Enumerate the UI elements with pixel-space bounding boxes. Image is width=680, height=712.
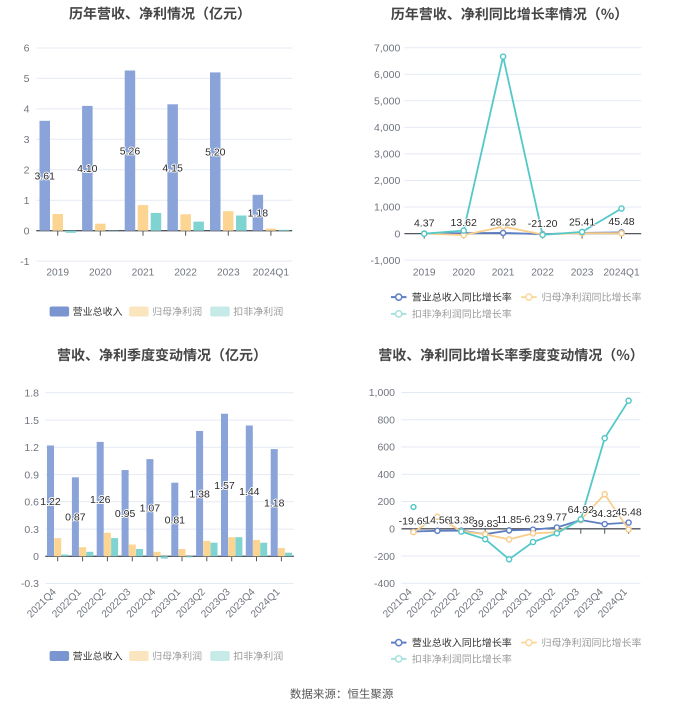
svg-text:4.15: 4.15 [162, 162, 183, 174]
svg-text:400: 400 [377, 469, 395, 481]
svg-text:14.56: 14.56 [424, 515, 450, 527]
svg-text:-6.23: -6.23 [521, 513, 545, 525]
svg-text:5.20: 5.20 [205, 146, 226, 158]
svg-text:2020: 2020 [89, 267, 112, 278]
svg-text:2020: 2020 [452, 267, 475, 278]
svg-text:2022: 2022 [531, 267, 554, 278]
svg-text:-200: -200 [374, 551, 395, 563]
svg-text:1.5: 1.5 [24, 415, 39, 427]
svg-text:600: 600 [377, 442, 395, 454]
svg-text:11.85: 11.85 [496, 514, 522, 526]
svg-text:4.10: 4.10 [77, 163, 98, 175]
svg-text:34.32: 34.32 [592, 508, 618, 520]
svg-text:39.83: 39.83 [472, 518, 498, 530]
svg-text:1.18: 1.18 [248, 208, 269, 220]
svg-text:9.77: 9.77 [547, 511, 568, 523]
svg-text:0.3: 0.3 [24, 524, 39, 536]
svg-text:0: 0 [33, 551, 39, 563]
svg-text:3.61: 3.61 [34, 171, 55, 183]
svg-text:3: 3 [24, 134, 30, 146]
svg-text:0.81: 0.81 [165, 514, 186, 526]
svg-text:-0.3: -0.3 [21, 578, 39, 590]
svg-text:28.23: 28.23 [490, 217, 516, 229]
svg-text:1.38: 1.38 [189, 489, 210, 501]
svg-text:5: 5 [24, 73, 30, 85]
svg-text:2019: 2019 [46, 267, 69, 278]
svg-text:4.37: 4.37 [414, 217, 435, 229]
svg-text:-1: -1 [20, 256, 29, 268]
svg-text:2,000: 2,000 [374, 175, 400, 187]
svg-text:-1,000: -1,000 [371, 255, 401, 267]
svg-text:5,000: 5,000 [374, 96, 400, 108]
svg-text:45.48: 45.48 [615, 506, 641, 518]
svg-text:2021: 2021 [132, 267, 155, 278]
svg-text:3,000: 3,000 [374, 149, 400, 161]
svg-text:64.92: 64.92 [568, 504, 594, 516]
svg-text:1.22: 1.22 [40, 496, 61, 508]
svg-text:1.57: 1.57 [214, 480, 235, 492]
svg-text:0.9: 0.9 [24, 469, 39, 481]
svg-text:2: 2 [24, 165, 30, 177]
svg-text:4,000: 4,000 [374, 122, 400, 134]
svg-text:0.95: 0.95 [115, 508, 136, 520]
svg-text:800: 800 [377, 415, 395, 427]
svg-text:1.26: 1.26 [90, 494, 111, 506]
svg-text:-400: -400 [374, 578, 395, 590]
svg-text:2023: 2023 [217, 267, 240, 278]
svg-text:1.44: 1.44 [239, 486, 260, 498]
svg-text:2019: 2019 [413, 267, 436, 278]
svg-text:0: 0 [394, 228, 400, 240]
svg-text:2024Q1: 2024Q1 [603, 267, 640, 278]
svg-text:4: 4 [24, 104, 30, 116]
svg-text:0: 0 [24, 225, 30, 237]
svg-text:2024Q1: 2024Q1 [253, 267, 290, 278]
svg-text:1.2: 1.2 [24, 442, 39, 454]
svg-text:6,000: 6,000 [374, 69, 400, 81]
svg-text:1,000: 1,000 [374, 202, 400, 214]
svg-text:1,000: 1,000 [369, 387, 395, 399]
svg-text:13.62: 13.62 [451, 217, 477, 229]
svg-text:2021: 2021 [492, 267, 515, 278]
svg-text:-19.69: -19.69 [399, 515, 429, 527]
svg-text:25.41: 25.41 [569, 217, 595, 229]
svg-text:0.6: 0.6 [24, 497, 39, 509]
svg-text:0.87: 0.87 [65, 512, 86, 524]
svg-text:1.07: 1.07 [140, 503, 161, 515]
svg-text:13.38: 13.38 [448, 514, 474, 526]
svg-text:0: 0 [389, 524, 395, 536]
svg-text:1.8: 1.8 [24, 388, 39, 400]
svg-text:45.48: 45.48 [608, 216, 634, 228]
svg-text:7,000: 7,000 [374, 43, 400, 55]
svg-text:1: 1 [24, 195, 30, 207]
svg-text:5.26: 5.26 [120, 146, 141, 158]
svg-text:200: 200 [377, 496, 395, 508]
svg-text:1.18: 1.18 [264, 498, 285, 510]
svg-text:6: 6 [24, 43, 30, 55]
svg-text:-21.20: -21.20 [528, 218, 558, 230]
svg-text:2023: 2023 [571, 267, 594, 278]
svg-text:2022: 2022 [174, 267, 197, 278]
